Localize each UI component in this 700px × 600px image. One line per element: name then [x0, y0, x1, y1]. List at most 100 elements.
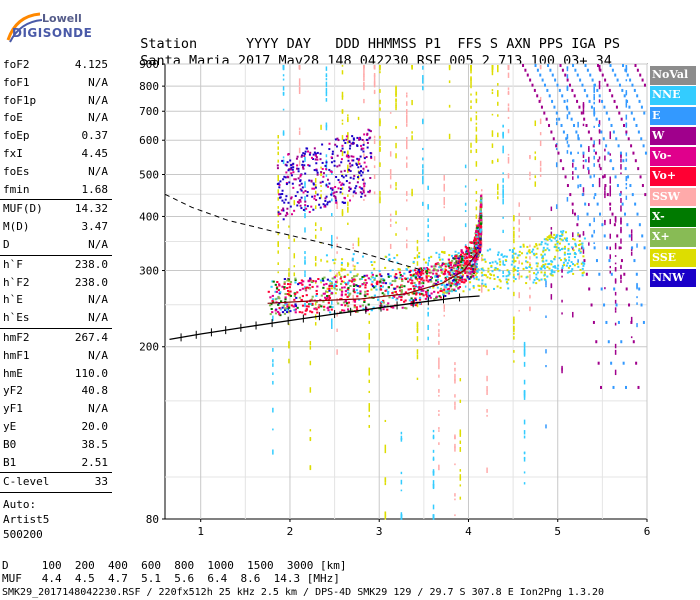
o-trace-echo — [462, 267, 465, 270]
param-label: MUF(D) — [3, 202, 43, 216]
x-trace-echo — [387, 258, 390, 261]
echo-column-dot — [432, 456, 435, 461]
second-hop-echo — [347, 168, 350, 171]
o-trace-echo — [370, 309, 373, 312]
param-value: 110.0 — [74, 366, 108, 380]
o-trace-echo — [460, 279, 463, 282]
oblique-streak-dot — [578, 105, 581, 109]
x-trace-echo — [570, 270, 573, 273]
second-hop-echo — [358, 186, 361, 189]
o-trace-echo — [450, 261, 453, 264]
echo-column-dot — [309, 360, 312, 366]
second-hop-echo — [292, 186, 295, 189]
echo-column-dot — [395, 126, 397, 129]
o-trace-echo — [386, 308, 389, 311]
x-trace-echo — [422, 258, 425, 261]
echo-column-dot — [529, 287, 531, 290]
second-hop-echo — [320, 171, 323, 174]
oblique-streak-dot — [634, 202, 637, 206]
o-trace-echo — [474, 242, 478, 245]
o-trace-echo — [378, 273, 382, 276]
oblique-streak-dot — [593, 246, 596, 250]
echo-column-dot — [400, 514, 403, 520]
echo-column-dot — [325, 124, 328, 131]
second-hop-echo — [282, 207, 285, 210]
echo-column-dot — [577, 134, 579, 137]
o-trace-echo — [287, 283, 290, 286]
o-trace-echo — [449, 274, 453, 277]
x-trace-echo — [536, 271, 539, 274]
echo-column-dot — [443, 175, 445, 181]
oblique-streak-dot — [630, 111, 633, 115]
o-trace-echo — [284, 307, 287, 310]
o-trace-echo — [409, 269, 412, 272]
o-trace-echo — [448, 266, 451, 269]
param-value: N/A — [88, 311, 108, 325]
o-trace-echo — [384, 282, 388, 285]
oblique-streak-dot — [615, 105, 618, 109]
o-trace-echo — [478, 251, 482, 254]
muf-value: 4.5 — [74, 572, 95, 585]
oblique-streak-dot — [576, 73, 579, 77]
echo-column-dot — [411, 131, 413, 134]
second-hop-echo — [329, 187, 332, 190]
echo-column-dot — [298, 127, 301, 131]
oblique-streak-dot — [631, 193, 634, 197]
o-trace-echo — [313, 307, 316, 310]
o-trace-echo — [343, 309, 346, 312]
echo-column-dot — [614, 343, 617, 349]
echo-column-dot — [550, 206, 553, 212]
x-trace-echo — [428, 268, 431, 271]
o-trace-echo — [276, 281, 279, 284]
o-trace-echo — [461, 255, 464, 258]
echo-column-dot — [566, 150, 569, 154]
o-trace-echo — [315, 289, 318, 292]
x-trace-echo — [528, 270, 531, 273]
echo-column-dot — [598, 99, 601, 103]
second-hop-echo — [302, 208, 305, 211]
second-hop-echo — [351, 159, 354, 162]
echo-column-dot — [341, 122, 344, 125]
o-trace-echo — [300, 282, 303, 285]
oblique-streak-dot — [597, 64, 600, 67]
oblique-streak-dot — [595, 340, 598, 344]
x-trace-echo — [398, 277, 401, 280]
x-trace-echo — [540, 267, 543, 270]
second-hop-echo — [297, 177, 300, 180]
echo-column-dot — [454, 498, 456, 501]
o-trace-echo — [473, 265, 476, 268]
echo-column-dot — [416, 328, 419, 332]
x-trace-echo — [516, 269, 519, 272]
o-trace-echo — [461, 251, 464, 254]
oblique-streak-dot — [601, 223, 604, 227]
echo-column-dot — [363, 153, 365, 159]
o-trace-echo — [420, 267, 423, 270]
x-tick-label: 5 — [554, 525, 561, 538]
x-trace-echo — [503, 255, 506, 258]
echo-column-dot — [625, 152, 628, 157]
echo-column-dot — [368, 407, 371, 412]
o-trace-echo — [304, 287, 307, 290]
second-hop-echo — [324, 204, 327, 207]
echo-column-dot — [620, 226, 622, 232]
x-trace-echo — [540, 265, 543, 268]
echo-column-dot — [534, 120, 537, 127]
echo-column-dot — [464, 244, 467, 248]
x-trace-echo — [540, 278, 543, 281]
echo-column-dot — [347, 201, 349, 206]
o-trace-echo — [444, 272, 447, 275]
o-trace-echo — [323, 305, 326, 308]
echo-column-dot — [443, 199, 445, 206]
x-trace-echo — [427, 259, 430, 262]
o-trace-echo — [340, 293, 344, 296]
o-trace-echo — [447, 292, 451, 295]
x-trace-echo — [505, 281, 508, 284]
o-trace-echo — [366, 309, 370, 312]
oblique-streak-dot — [626, 99, 629, 103]
second-hop-echo — [308, 211, 311, 214]
muf-unit: [MHz] — [306, 572, 340, 585]
oblique-streak-dot — [538, 99, 541, 103]
o-trace-echo — [268, 304, 272, 307]
echo-column-dot — [625, 158, 628, 162]
o-trace-echo — [468, 264, 472, 267]
